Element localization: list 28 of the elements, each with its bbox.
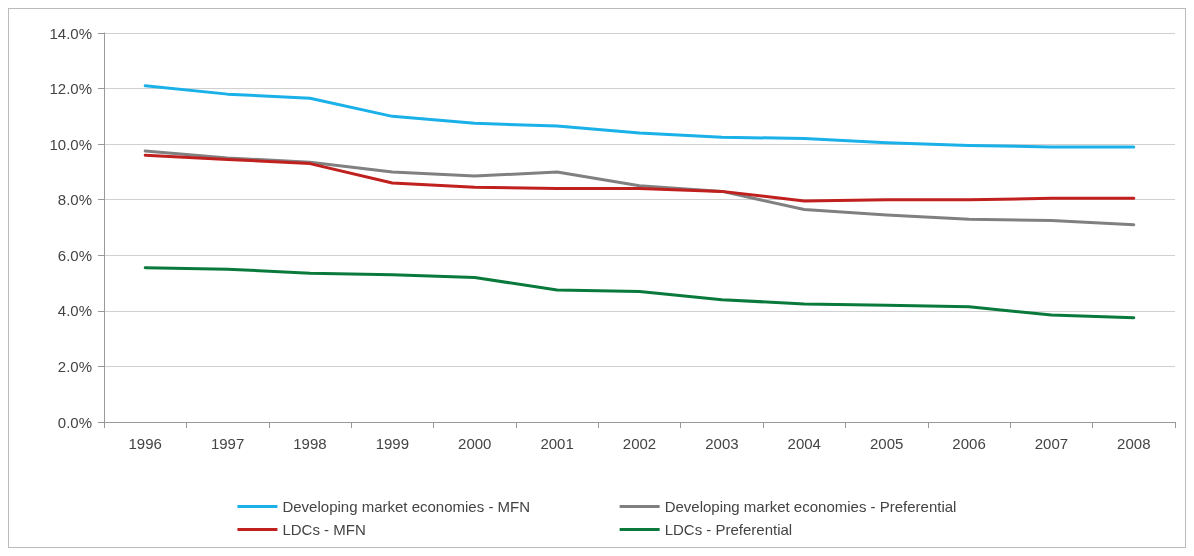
line-series [143,84,1136,149]
x-tick-label: 2001 [540,435,574,452]
x-tick-label: 2004 [787,435,821,452]
y-tick-label: 10.0% [49,135,92,153]
x-tick-label: 2005 [869,435,904,452]
legend-label: LDCs - Preferential [664,521,793,538]
x-tick-label: 2007 [1034,435,1069,452]
legend-label: Developing market economies - MFN [282,498,531,515]
x-tick-label: 2006 [952,435,986,452]
x-tick-label: 1997 [210,435,245,452]
y-tick-label: 8.0% [57,191,92,209]
line-series [143,153,1136,203]
x-tick-label: 2002 [622,435,657,452]
y-tick-label: 2.0% [57,357,92,375]
x-tick-label: 1998 [293,435,327,452]
y-tick-label: 12.0% [49,80,92,98]
x-tick-label: 2008 [1117,435,1151,452]
x-tick-label: 2003 [705,435,739,452]
legend-label: Developing market economies - Preferential [664,498,957,515]
y-tick-label: 4.0% [57,302,92,320]
x-tick-label: 1999 [375,435,410,452]
y-tick-label: 14.0% [49,24,92,42]
x-tick-label: 2000 [458,435,492,452]
y-tick-label: 0.0% [57,413,92,431]
line-series [143,266,1136,320]
x-tick-label: 1996 [128,435,162,452]
y-tick-label: 6.0% [57,246,92,264]
legend-label: LDCs - MFN [282,521,366,538]
